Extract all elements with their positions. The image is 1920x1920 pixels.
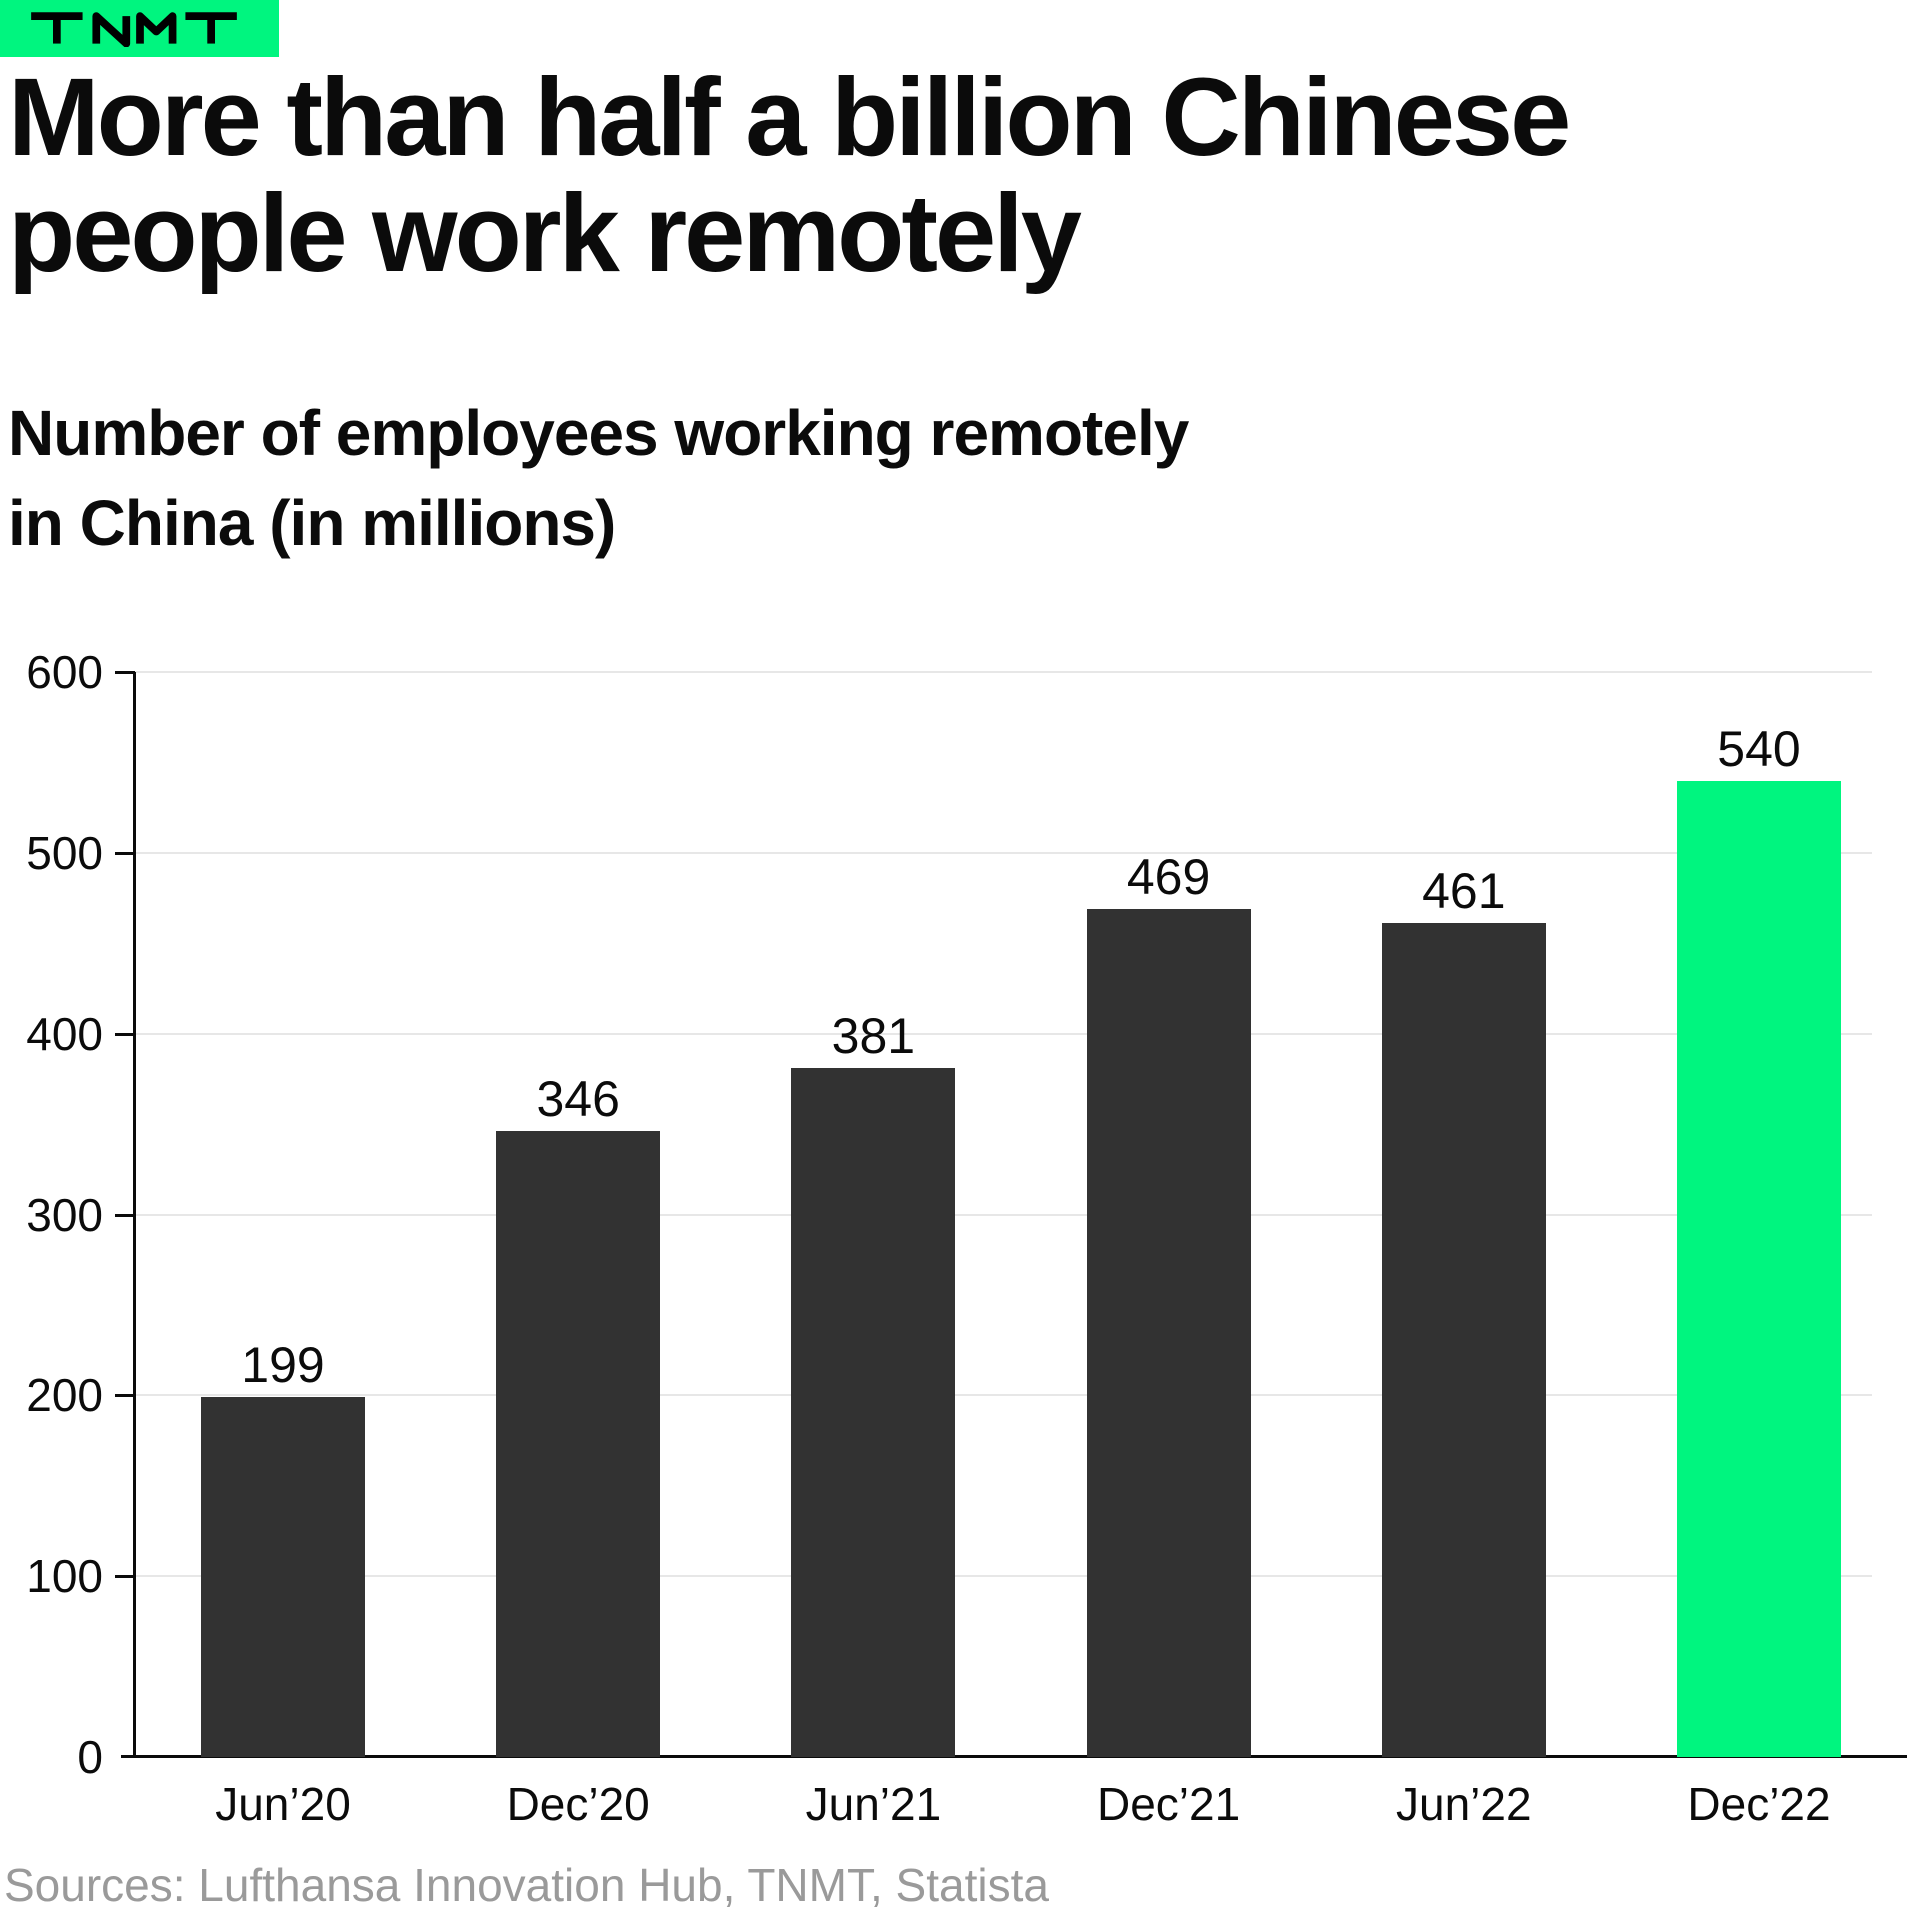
bar-dec21 [1086, 908, 1251, 1757]
x-axis-label-jun22: Jun’22 [1396, 1778, 1532, 1830]
y-tick-400 [115, 1032, 135, 1036]
bar-value-label-dec21: 469 [1126, 848, 1211, 905]
bar-jun20 [201, 1397, 365, 1757]
y-tick-label-200: 200 [26, 1369, 103, 1422]
y-tick-300 [115, 1213, 135, 1217]
y-axis-line [133, 672, 136, 1758]
y-tick-100 [115, 1575, 135, 1579]
x-axis-label-jun21: Jun’21 [805, 1778, 942, 1830]
x-axis-label-dec21: Dec’21 [1096, 1778, 1241, 1830]
x-axis-label-jun20: Jun’20 [215, 1778, 351, 1830]
bar-dec22 [1677, 780, 1841, 1757]
x-axis-label-dec20: Dec’20 [506, 1778, 650, 1830]
chart-subtitle: Number of employees working remotely in … [8, 397, 1189, 560]
bar-value-label-jun20: 199 [241, 1337, 325, 1394]
gridline-400 [135, 1032, 1872, 1035]
gridline-100 [135, 1575, 1872, 1578]
tnmt-logo [0, 0, 279, 57]
x-axis-label-dec22: Dec’22 [1687, 1778, 1831, 1830]
gridline-500 [135, 851, 1872, 854]
y-tick-label-400: 400 [26, 1007, 103, 1060]
y-tick-label-500: 500 [26, 826, 103, 879]
y-tick-500 [115, 851, 135, 855]
y-tick-600 [115, 671, 135, 674]
y-tick-label-100: 100 [26, 1550, 103, 1603]
bar-jun21 [791, 1068, 956, 1757]
gridline-600 [135, 671, 1872, 673]
bar-value-label-jun21: 381 [831, 1008, 916, 1065]
y-tick-label-600: 600 [26, 646, 103, 698]
x-axis-line [121, 1755, 1907, 1758]
source-attribution: Sources: Lufthansa Innovation Hub, TNMT,… [4, 1859, 1049, 1911]
bar-jun22 [1381, 923, 1546, 1757]
bar-dec20 [496, 1131, 661, 1757]
y-tick-label-0: 0 [77, 1731, 103, 1783]
gridline-300 [135, 1213, 1872, 1216]
y-tick-label-300: 300 [26, 1188, 103, 1241]
gridline-200 [135, 1394, 1872, 1397]
tnmt-logo-wordmark [31, 11, 237, 47]
page-title: More than half a billion Chinese people … [8, 56, 1571, 295]
bar-value-label-jun22: 461 [1422, 863, 1506, 920]
bar-chart: 0 100 200 300 400 500 600 199 Jun’20 346 Dec’20 381… [0, 649, 1920, 1892]
y-tick-200 [115, 1394, 135, 1398]
bar-value-label-dec20: 346 [536, 1071, 620, 1128]
bar-value-label-dec22: 540 [1717, 720, 1801, 777]
